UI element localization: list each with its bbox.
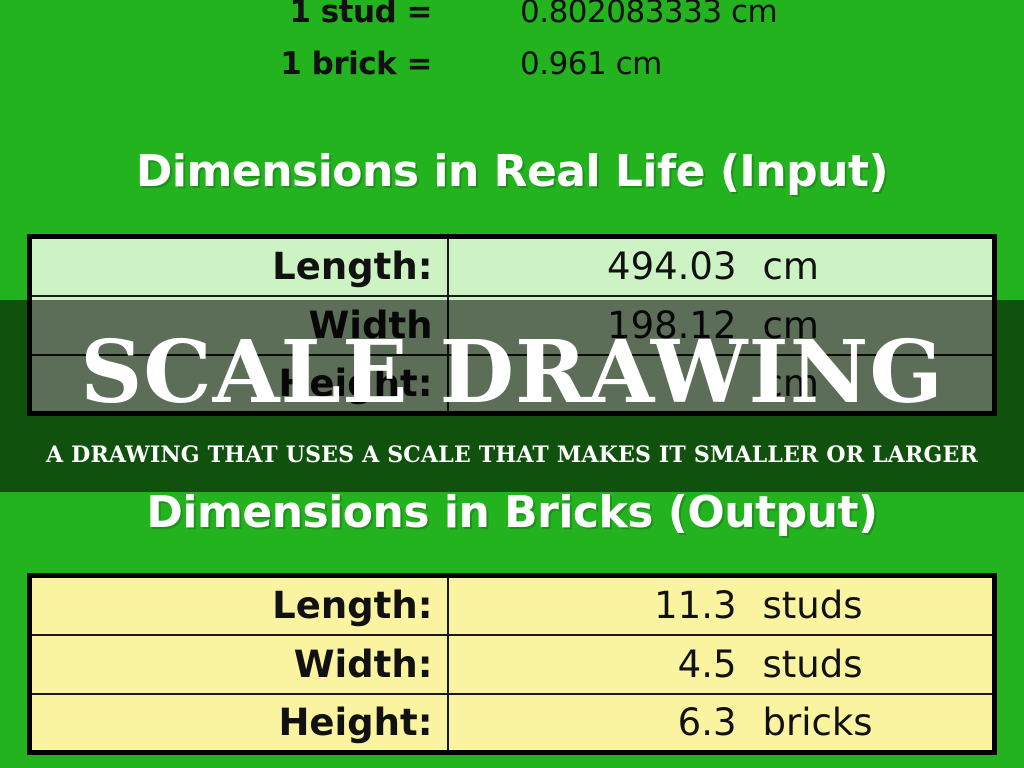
caption-subtitle: A DRAWING THAT USES A SCALE THAT MAKES I…	[46, 442, 978, 468]
input-section-heading: Dimensions in Real Life (Input)	[135, 146, 889, 197]
output-value-width: 4.5 studs	[446, 633, 996, 695]
output-number-length: 11.3	[654, 584, 737, 628]
output-label-length: Length:	[28, 574, 449, 636]
input-label-length: Length:	[28, 235, 449, 297]
caption-title: SCALE DRAWING	[80, 322, 944, 423]
table-row: Width: 4.5 studs	[28, 633, 996, 695]
conversion-value-brick: 0.961 cm	[520, 46, 662, 82]
input-value-length: 494.03 cm	[446, 235, 996, 297]
input-unit-length: cm	[762, 245, 819, 289]
caption-overlay-band: SCALE DRAWING A DRAWING THAT USES A SCAL…	[0, 300, 1024, 492]
table-row: Length: 494.03 cm	[28, 235, 996, 297]
output-label-height: Height:	[28, 692, 449, 754]
output-value-height: 6.3 bricks	[446, 692, 996, 754]
conversion-value-stud: 0.802083333 cm	[520, 0, 778, 30]
conversion-label-brick: 1 brick =	[280, 46, 432, 82]
conversion-row-brick: 1 brick = 0.961 cm	[0, 38, 1024, 90]
input-number-length: 494.03	[607, 245, 737, 289]
table-row: Height: 6.3 bricks	[28, 692, 996, 754]
conversion-label-stud: 1 stud =	[289, 0, 432, 30]
output-value-length: 11.3 studs	[446, 574, 996, 636]
conversion-legend: 1 stud = 0.802083333 cm 1 brick = 0.961 …	[0, 0, 1024, 90]
output-label-width: Width:	[28, 633, 449, 695]
conversion-row-stud: 1 stud = 0.802083333 cm	[0, 0, 1024, 38]
output-section-heading: Dimensions in Bricks (Output)	[146, 487, 878, 538]
output-unit-length: studs	[762, 584, 863, 628]
output-unit-height: bricks	[762, 700, 873, 744]
output-dimensions-table: Length: 11.3 studs Width: 4.5 studs Height…	[27, 573, 997, 755]
output-number-height: 6.3	[677, 700, 737, 744]
output-number-width: 4.5	[677, 642, 737, 686]
output-unit-width: studs	[762, 642, 863, 686]
table-row: Length: 11.3 studs	[28, 574, 996, 636]
